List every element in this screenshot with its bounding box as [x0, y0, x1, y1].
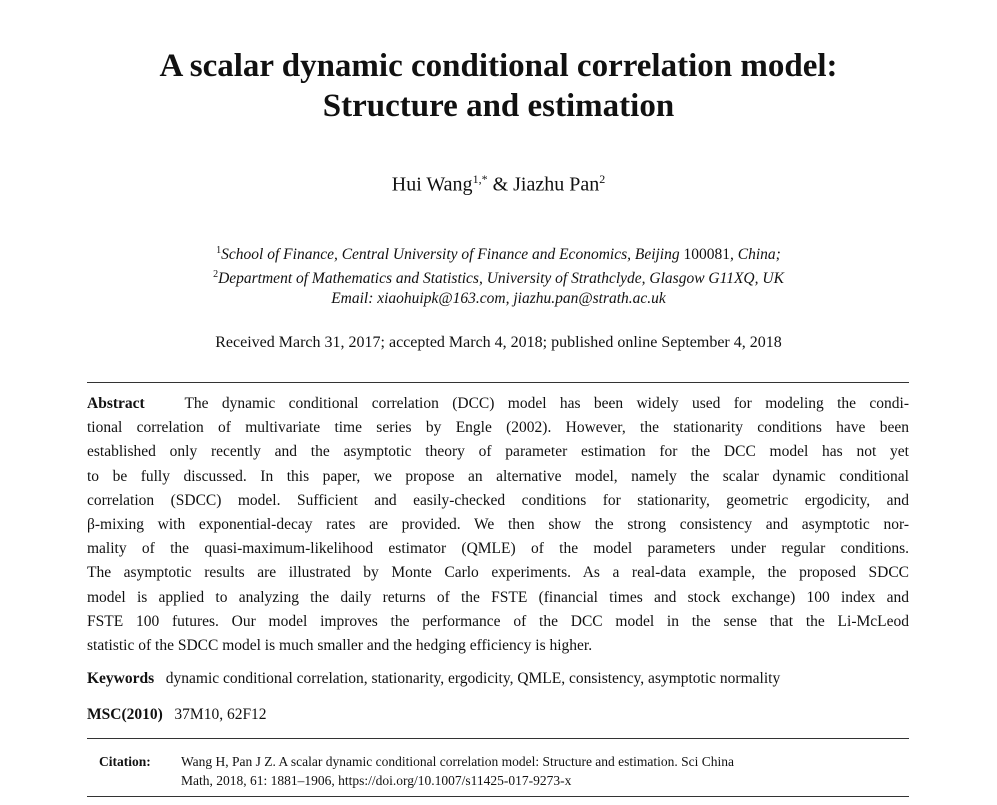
divider — [87, 382, 909, 383]
abstract-line: β-mixing with exponential-decay rates ar… — [87, 516, 909, 533]
email: Email: xiaohuipk@163.com, jiazhu.pan@str… — [331, 290, 666, 307]
paper-title: A scalar dynamic conditional correlation… — [159, 48, 838, 124]
abstract-line: The asymptotic results are illustrated b… — [87, 564, 909, 582]
abstract-line: established only recently and the asympt… — [87, 443, 909, 461]
divider — [87, 738, 909, 739]
affiliation-1: 1School of Finance, Central University o… — [216, 245, 781, 264]
authors: Hui Wang1,* & Jiazhu Pan2 — [391, 172, 606, 196]
abstract-line: tional correlation of multivariate time … — [87, 419, 909, 437]
msc: MSC(2010) 37M10, 62F12 — [87, 706, 267, 723]
affiliations: 1School of Finance, Central University o… — [0, 241, 997, 289]
divider — [87, 796, 909, 797]
abstract-line: statistic of the SDCC model is much smal… — [87, 637, 593, 654]
publication-dates: Received March 31, 2017; accepted March … — [215, 334, 782, 351]
keywords: Keywords dynamic conditional correlation… — [87, 670, 781, 687]
affiliation-2: 2Department of Mathematics and Statistic… — [213, 269, 784, 288]
abstract-line: to be fully discussed. In this paper, we… — [87, 467, 909, 485]
abstract-line: Abstract The dynamic conditional correla… — [87, 395, 909, 412]
abstract-line: FSTE 100 futures. Our model improves the… — [87, 612, 909, 630]
abstract-line: correlation (SDCC) model. Sufficient and… — [87, 491, 909, 509]
abstract-line: model is applied to analyzing the daily … — [87, 588, 909, 606]
abstract-line: mality of the quasi-maximum-likelihood e… — [87, 540, 909, 558]
